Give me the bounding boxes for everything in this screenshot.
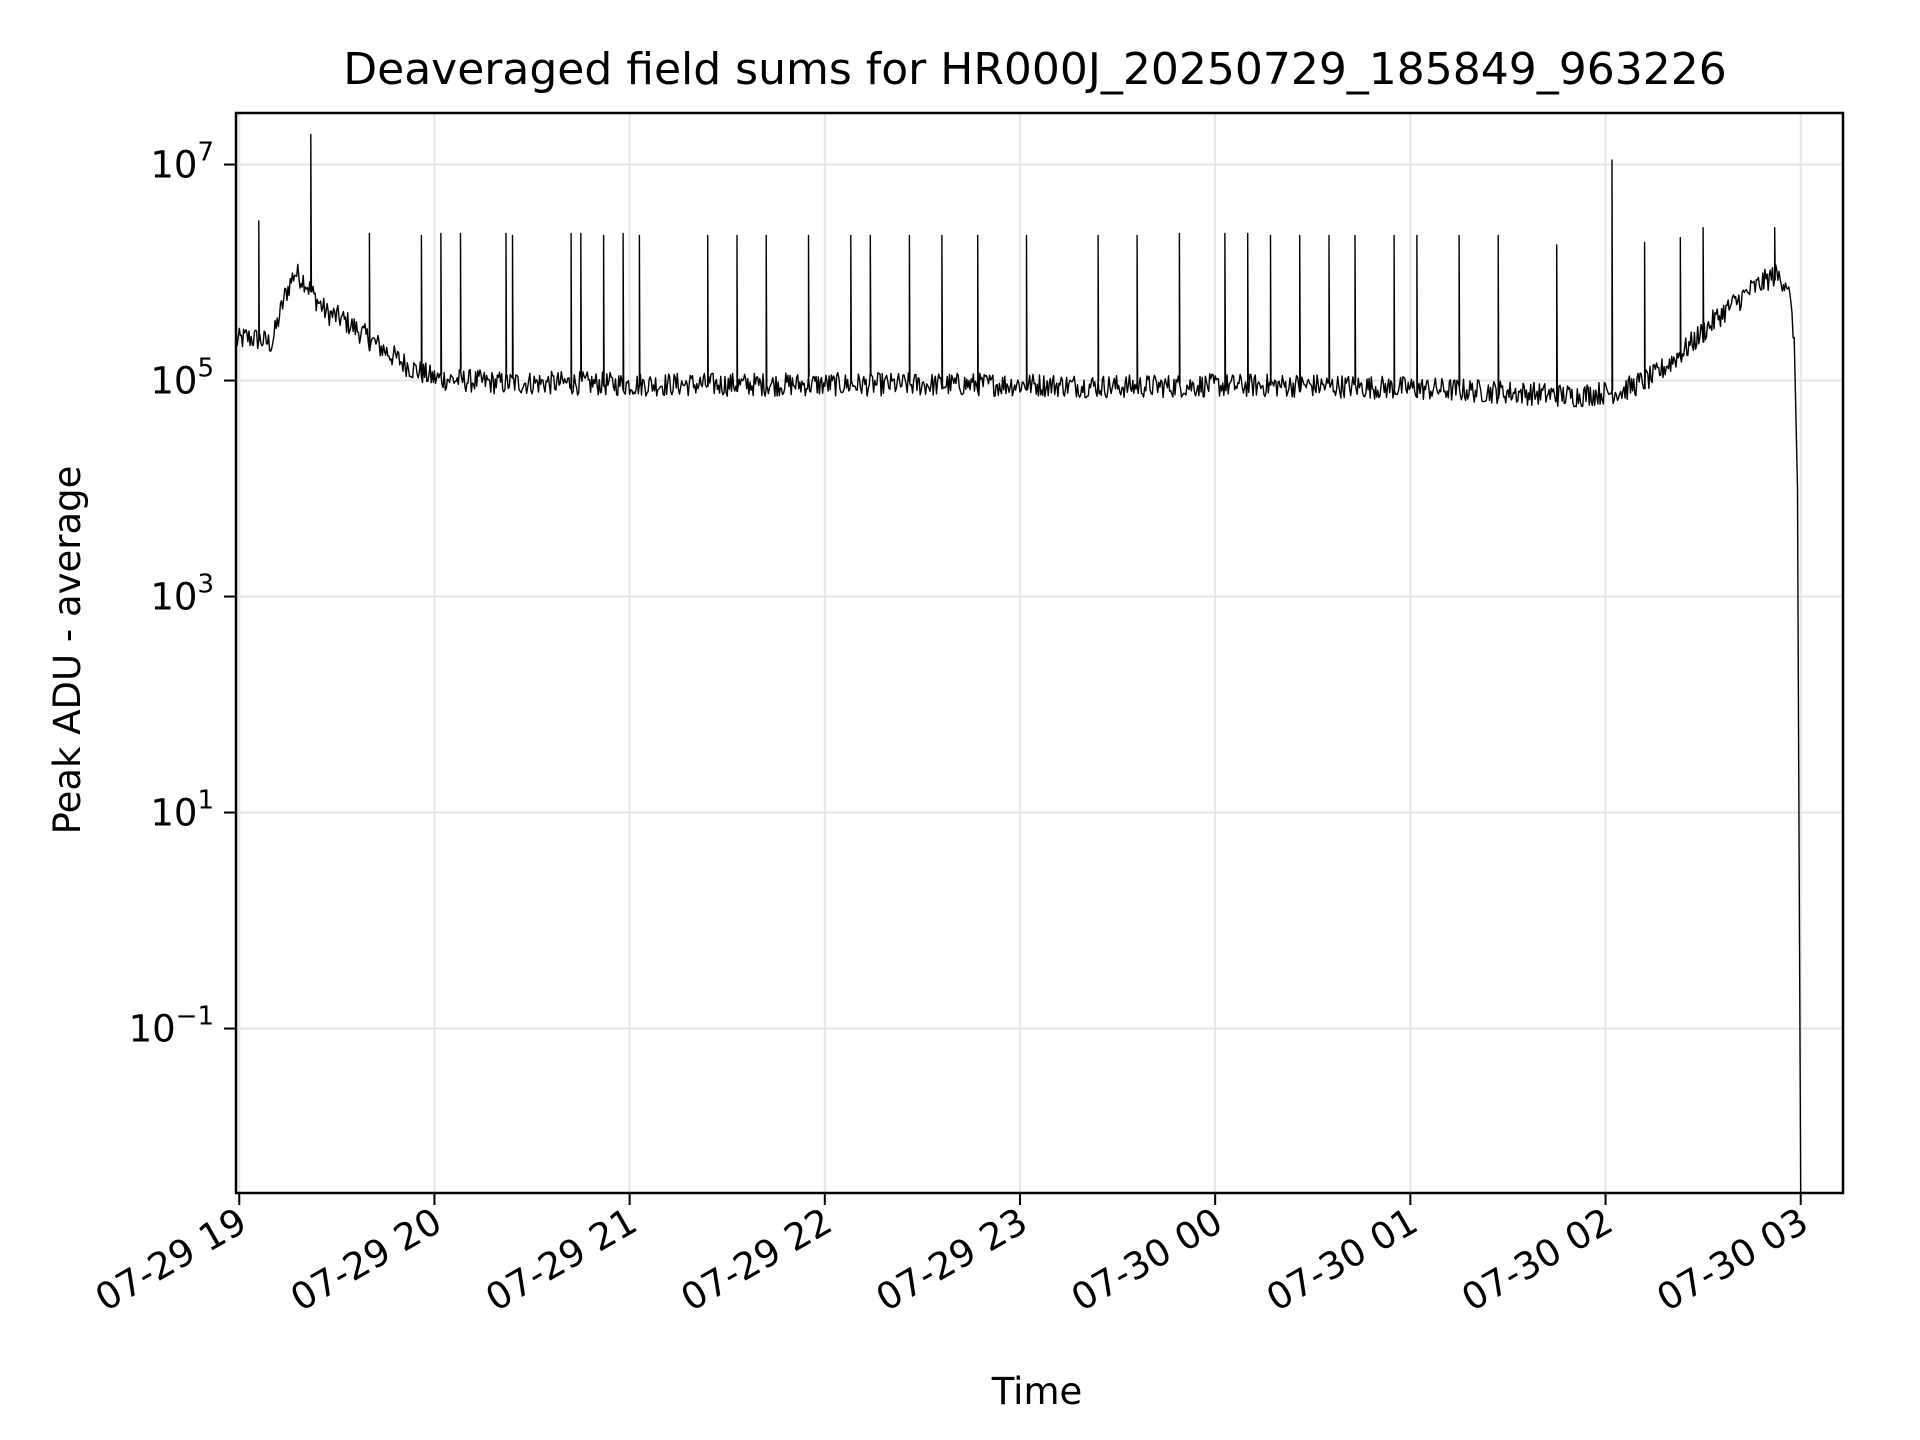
chart-title: Deaveraged field sums for HR000J_2025072… xyxy=(343,44,1727,95)
y-tick-label: 105 xyxy=(150,354,214,403)
y-tick-label: 107 xyxy=(150,138,214,187)
y-tick-label: 103 xyxy=(150,570,214,619)
y-axis-label: Peak ADU - average xyxy=(46,466,89,835)
y-tick-label: 101 xyxy=(150,786,214,835)
series-path xyxy=(235,133,1802,1194)
y-tick-label: 10−1 xyxy=(129,1002,214,1051)
grid xyxy=(236,113,1843,1193)
plot-frame xyxy=(234,111,1845,1195)
y-axis: 107 105 103 101 10−1 xyxy=(129,138,236,1051)
series-line xyxy=(235,133,1802,1194)
x-axis-label: Time xyxy=(991,1370,1083,1413)
